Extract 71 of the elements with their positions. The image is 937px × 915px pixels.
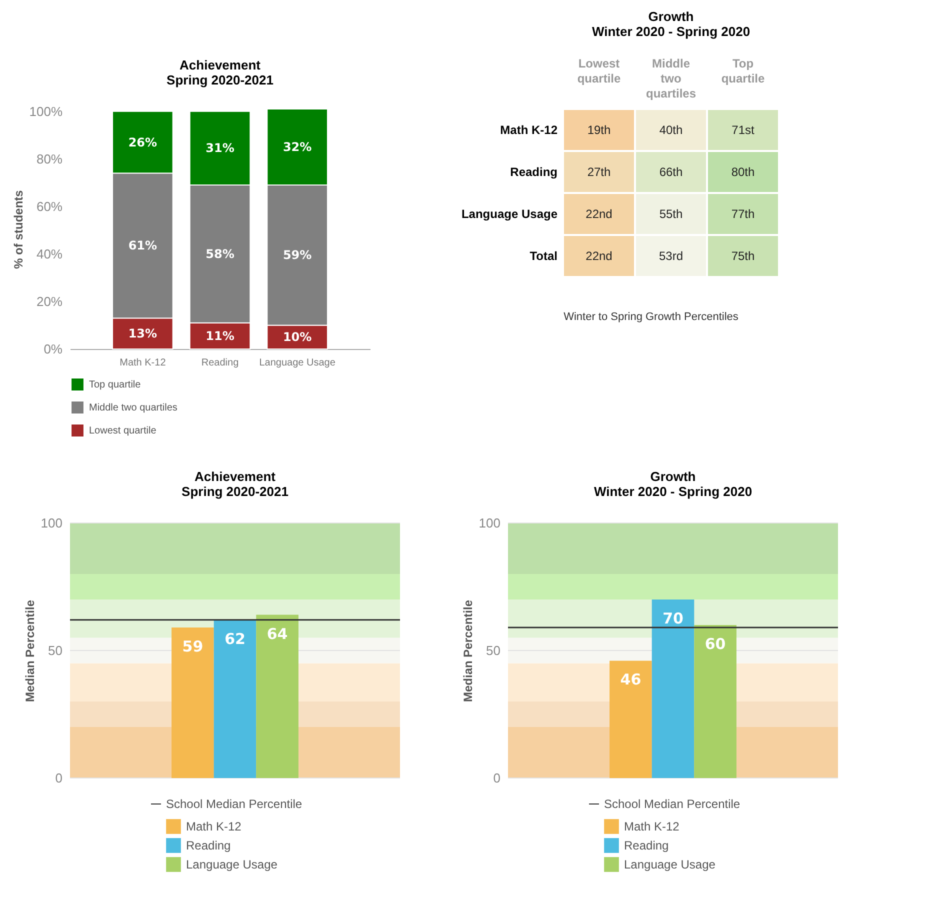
data-label: 26% [128, 135, 158, 150]
y-tick-label: 100% [29, 104, 63, 119]
data-label: 61% [128, 238, 158, 253]
x-tick-label: Lowest quartile [577, 56, 621, 86]
data-label: 62 [224, 630, 246, 648]
y-axis-title: Median Percentile [460, 600, 475, 702]
data-label: 11% [206, 328, 234, 343]
data-label: 31% [206, 141, 234, 156]
y-tick-label: 50 [486, 643, 500, 658]
bar [694, 625, 736, 778]
x-tick-label: Language Usage [259, 358, 336, 368]
data-label: 40th [659, 123, 683, 137]
y-tick-label: Total [530, 249, 558, 263]
y-tick-label: Reading [510, 165, 558, 179]
data-label: 80th [731, 165, 755, 179]
data-label: 13% [128, 326, 158, 341]
y-axis-title: % of students [11, 190, 26, 269]
y-tick-label: 100 [40, 516, 62, 530]
legend-label: Math K-12 [186, 820, 242, 834]
data-label: 64 [266, 624, 288, 643]
y-tick-label: 80% [36, 151, 63, 166]
data-label: 59% [282, 248, 312, 262]
x-tick-label: Reading [201, 358, 239, 368]
data-label: 22nd [586, 207, 612, 221]
legend-label: School Median Percentile [604, 797, 740, 811]
y-tick-label: 20% [36, 294, 63, 309]
data-label: 22nd [586, 249, 612, 263]
data-label: 46 [620, 670, 642, 689]
chart-title: Growth Winter 2020 - Spring 2020 [592, 9, 750, 39]
legend-label: Math K-12 [624, 820, 680, 834]
y-tick-label: 0 [493, 770, 500, 786]
data-label: 58% [206, 246, 234, 261]
chart-title: Achievement Spring 2020-2021 [182, 469, 288, 499]
x-tick-label: Top quartile [721, 56, 765, 86]
data-label: 60 [704, 635, 726, 653]
y-tick-label: Language Usage [461, 207, 558, 221]
y-tick-label: 0% [44, 342, 63, 356]
y-axis-title: Median Percentile [22, 600, 37, 702]
bar [610, 660, 652, 778]
data-label: 53rd [658, 249, 684, 263]
data-label: 70 [662, 610, 684, 628]
data-label: 66th [659, 165, 683, 179]
data-label: 19th [587, 123, 611, 137]
x-tick-label: Math K-12 [120, 358, 166, 368]
y-tick-label: 50 [48, 643, 62, 658]
bar [652, 600, 694, 778]
legend-label: Lowest quartile [89, 426, 157, 436]
y-tick-label: Math K-12 [500, 123, 558, 137]
x-tick-label: Middle two quartiles [646, 56, 696, 100]
data-label: 10% [282, 330, 312, 344]
y-tick-label: 60% [36, 198, 63, 214]
chart-title: Growth Winter 2020 - Spring 2020 [594, 469, 752, 499]
y-tick-label: 100 [478, 516, 500, 530]
legend-label: Reading [624, 838, 669, 852]
legend-label: Reading [186, 838, 231, 852]
y-tick-label: 0 [55, 770, 62, 786]
data-label: 71st [732, 123, 756, 137]
data-label: 55th [659, 207, 683, 221]
text: Winter to Spring Growth Percentiles [564, 311, 739, 323]
legend-label: Language Usage [624, 858, 716, 872]
y-tick-label: 40% [36, 246, 63, 262]
data-label: 59 [182, 638, 204, 656]
legend-label: Language Usage [186, 858, 278, 872]
legend-label: Middle two quartiles [89, 402, 178, 414]
legend-label: School Median Percentile [166, 797, 302, 811]
data-label: 75th [731, 249, 755, 263]
data-label: 77th [731, 207, 755, 221]
data-label: 32% [282, 140, 312, 154]
data-label: 27th [587, 165, 611, 179]
legend-label: Top quartile [89, 380, 142, 390]
chart-title: Achievement Spring 2020-2021 [166, 57, 274, 88]
